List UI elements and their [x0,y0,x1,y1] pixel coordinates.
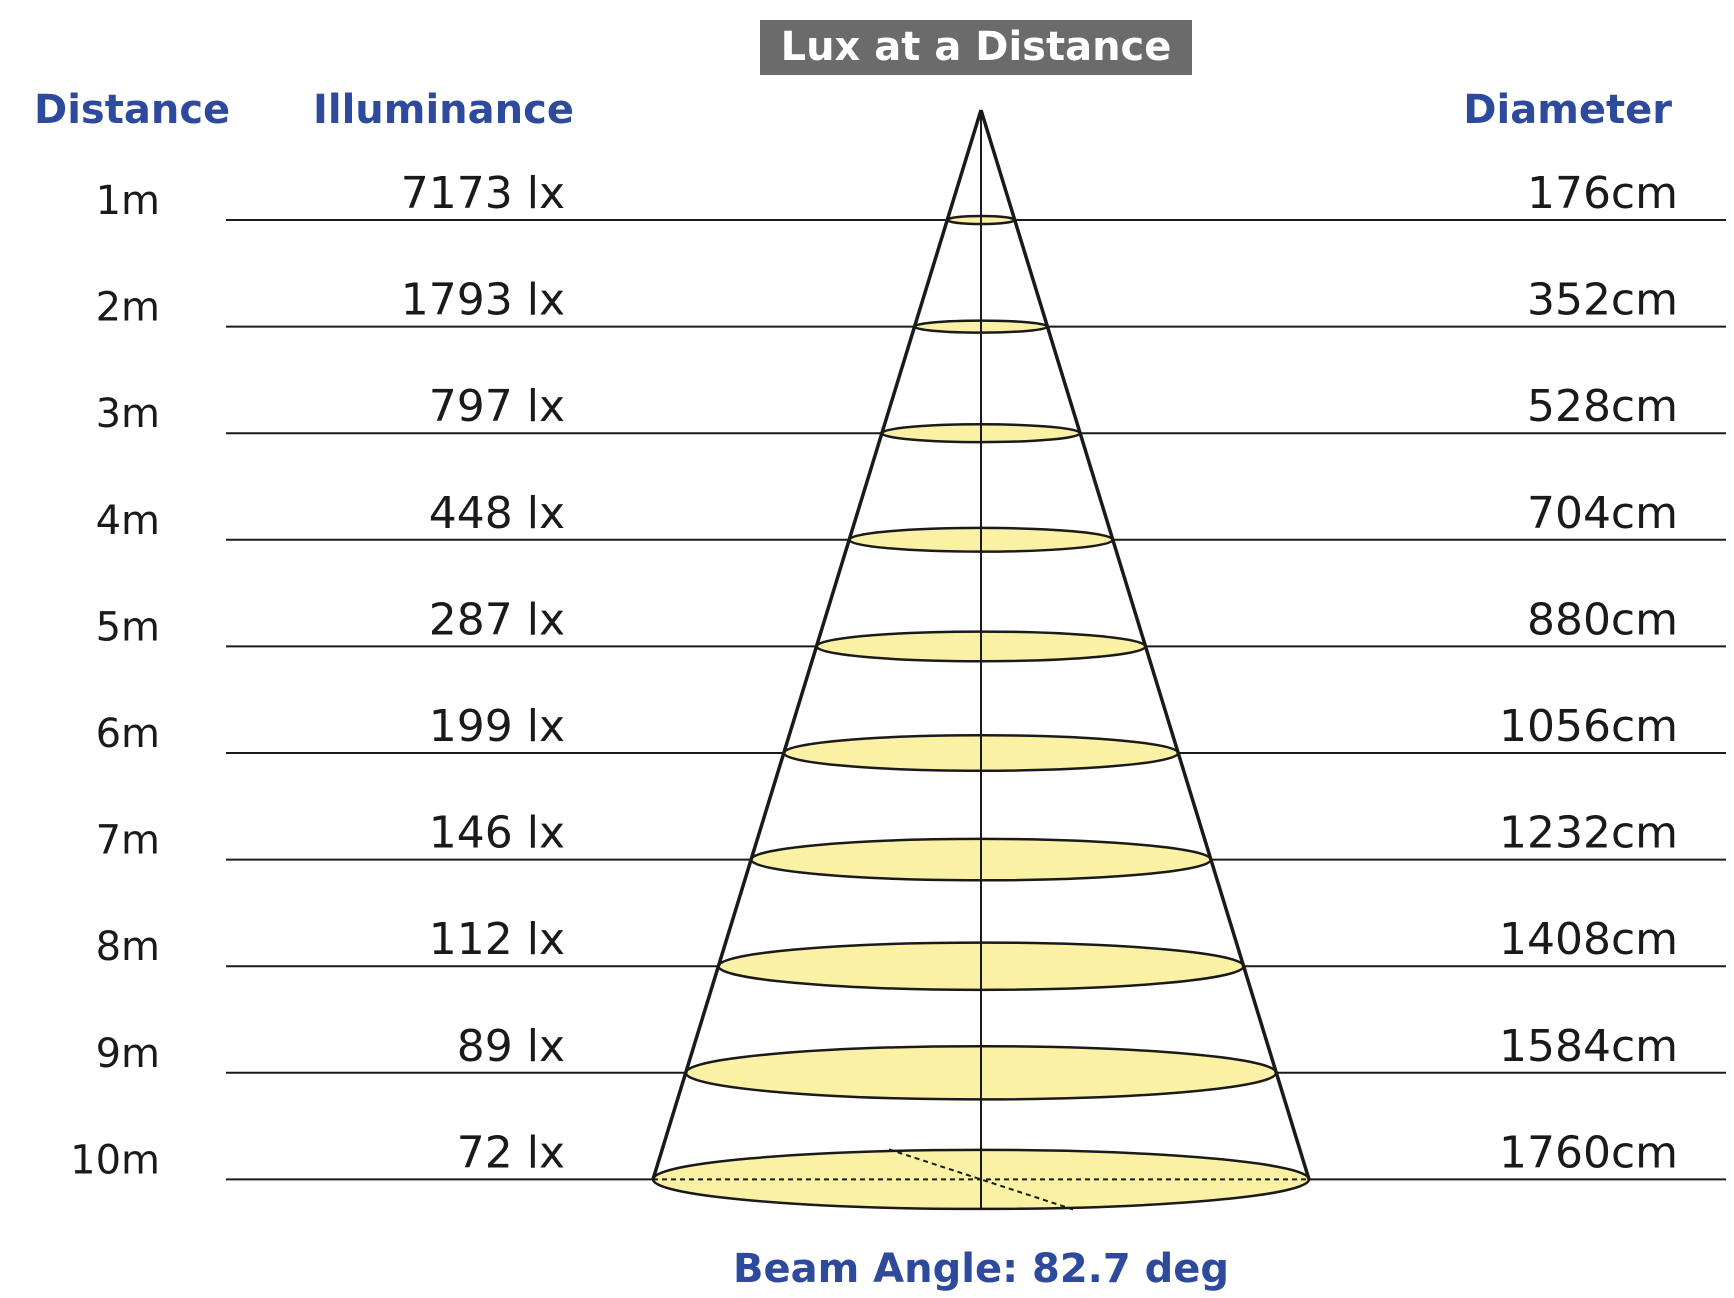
diameter-value: 1232cm [1499,808,1678,859]
diameter-value: 880cm [1527,594,1678,645]
diameter-value: 352cm [1527,275,1678,326]
distance-value: 8m [96,924,160,970]
distance-value: 9m [96,1031,160,1077]
title-banner [760,20,1192,75]
illuminance-value: 146 lx [429,808,565,859]
distance-rows: 1m 7173 lx 176cm 2m 1793 lx 352cm 3m 797 lx 528c… [70,168,1726,1183]
diameter-value: 704cm [1527,488,1678,539]
header-diameter: Diameter [1463,87,1672,133]
distance-value: 6m [96,711,160,757]
illuminance-value: 199 lx [429,701,565,752]
illuminance-value: 448 lx [429,488,565,539]
distance-value: 2m [96,285,160,331]
cone-left-edge [651,109,983,1180]
illuminance-value: 89 lx [457,1021,565,1072]
illuminance-value: 112 lx [429,914,565,965]
distance-value: 4m [96,498,160,544]
title: Lux at a Distance [781,24,1172,70]
cone-right-edge [979,109,1311,1180]
diameter-value: 1408cm [1499,914,1678,965]
distance-value: 1m [96,178,160,224]
beam-cone [651,109,1311,1211]
diameter-value: 1760cm [1499,1127,1678,1178]
diameter-value: 176cm [1527,168,1678,219]
distance-value: 3m [96,391,160,437]
illuminance-value: 797 lx [429,381,565,432]
diameter-value: 1584cm [1499,1021,1678,1072]
illuminance-value: 287 lx [429,594,565,645]
illuminance-value: 1793 lx [401,275,565,326]
illuminance-value: 72 lx [457,1127,565,1178]
distance-value: 7m [96,818,160,864]
distance-value: 5m [96,604,160,650]
header-illuminance: Illuminance [313,87,574,133]
header-distance: Distance [34,87,230,133]
diameter-value: 1056cm [1499,701,1678,752]
illuminance-value: 7173 lx [401,168,565,219]
diameter-value: 528cm [1527,381,1678,432]
distance-value: 10m [70,1137,160,1183]
beam-angle-label: Beam Angle: 82.7 deg [733,1246,1229,1292]
